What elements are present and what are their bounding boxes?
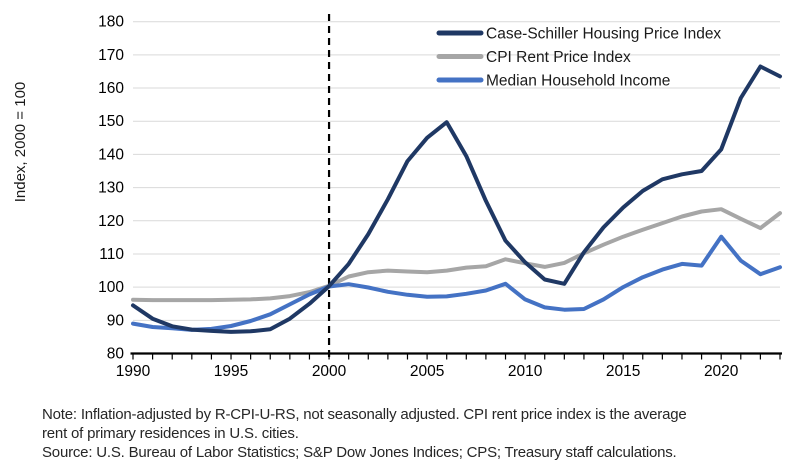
x-tick-label: 2015 — [606, 363, 640, 380]
y-tick-label: 140 — [98, 146, 124, 163]
figure-notes: Note: Inflation-adjusted by R-CPI-U-RS, … — [42, 405, 687, 463]
y-axis: 80 90 100 110 120 130 140 150 160 170 180 Index, 20… — [12, 14, 124, 363]
series-lines — [131, 64, 782, 334]
legend-label: CPI Rent Price Index — [486, 49, 631, 66]
note-text-line2: rent of primary residences in U.S. citie… — [42, 425, 299, 443]
y-tick-label: 100 — [98, 279, 124, 296]
source-text: Source: U.S. Bureau of Labor Statistics;… — [42, 444, 677, 462]
y-tick-label: 80 — [107, 346, 125, 363]
x-axis: 1990 1995 2000 2005 2010 2015 2020 — [116, 352, 782, 380]
x-tick-label: 2005 — [410, 363, 444, 380]
x-tick-label: 1995 — [214, 363, 248, 380]
y-tick-label: 120 — [98, 213, 124, 230]
legend-item: CPI Rent Price Index — [436, 49, 631, 66]
y-tick-label: 160 — [98, 80, 124, 97]
legend-label: Median Household Income — [486, 72, 670, 89]
y-tick-label: 110 — [99, 246, 124, 263]
price-index-line-chart: 1990 1995 2000 2005 2010 2015 2020 80 90 100 110 12… — [12, 14, 782, 380]
legend-label: Case-Schiller Housing Price Index — [486, 25, 721, 42]
y-tick-label: 170 — [98, 47, 124, 64]
note-text-line1: Note: Inflation-adjusted by R-CPI-U-RS, … — [42, 406, 687, 423]
legend-item: Case-Schiller Housing Price Index — [436, 25, 721, 42]
series-line-case-schiller-housing-price-index — [131, 64, 782, 334]
y-tick-label: 130 — [98, 180, 124, 197]
legend: Case-Schiller Housing Price Index CPI Ren… — [436, 25, 721, 89]
x-tick-label: 1990 — [116, 363, 151, 380]
series-line-cpi-rent-price-index — [131, 207, 782, 303]
x-tick-label: 2010 — [508, 363, 543, 380]
y-tick-label: 150 — [98, 113, 124, 130]
gridlines — [133, 21, 780, 321]
y-axis-title: Index, 2000 = 100 — [12, 82, 29, 203]
x-tick-label: 2020 — [704, 363, 739, 380]
y-tick-label: 90 — [107, 312, 125, 329]
x-tick-label: 2000 — [312, 363, 347, 380]
y-tick-label: 180 — [98, 14, 124, 31]
legend-item: Median Household Income — [436, 72, 670, 89]
series-line-median-household-income — [131, 234, 782, 332]
